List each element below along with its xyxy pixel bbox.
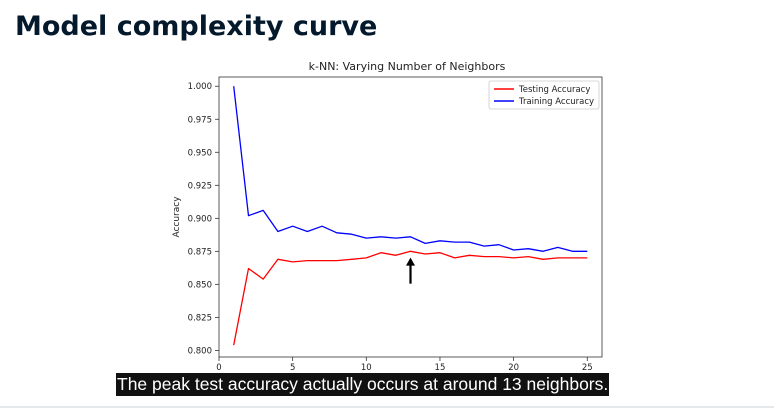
- y-tick-label: 0.900: [188, 214, 212, 224]
- series-line-training-accuracy: [233, 86, 588, 252]
- y-tick-label: 0.875: [188, 247, 212, 257]
- annotation-arrow-head: [406, 257, 415, 266]
- y-tick-label: 0.950: [188, 148, 212, 158]
- x-tick-label: 5: [290, 363, 295, 373]
- x-tick-label: 15: [435, 363, 446, 373]
- divider: [0, 406, 774, 408]
- y-tick-label: 0.975: [188, 115, 212, 125]
- legend-label-testing: Testing Accuracy: [518, 85, 590, 95]
- y-tick-label: 0.850: [188, 280, 212, 290]
- y-axis: 0.800 0.825 0.850 0.875 0.900 0.925 0.950 0.975…: [188, 82, 219, 356]
- peak-annotation: [406, 257, 415, 284]
- x-tick-label: 25: [582, 363, 593, 373]
- chart-title: k-NN: Varying Number of Neighbors: [309, 60, 506, 73]
- y-tick-label: 0.825: [188, 313, 212, 323]
- legend-box: [488, 80, 600, 110]
- x-tick-label: 20: [508, 363, 519, 373]
- series-line-testing-accuracy: [233, 250, 588, 346]
- y-axis-label: Accuracy: [172, 196, 182, 238]
- plot-frame: [218, 76, 603, 358]
- subtitle-caption: The peak test accuracy actually occurs a…: [116, 373, 610, 396]
- series-group: [233, 86, 588, 346]
- x-tick-label: 0: [216, 363, 221, 373]
- legend: Testing Accuracy Training Accuracy: [488, 80, 600, 110]
- legend-label-training: Training Accuracy: [518, 97, 594, 107]
- x-tick-label: 10: [361, 363, 372, 373]
- y-tick-label: 0.800: [188, 346, 212, 356]
- y-tick-label: 0.925: [188, 181, 212, 191]
- slide-title: Model complexity curve: [15, 11, 378, 42]
- y-tick-label: 1.000: [188, 82, 212, 92]
- x-axis: 0 5 10 15 20 25: [216, 357, 593, 373]
